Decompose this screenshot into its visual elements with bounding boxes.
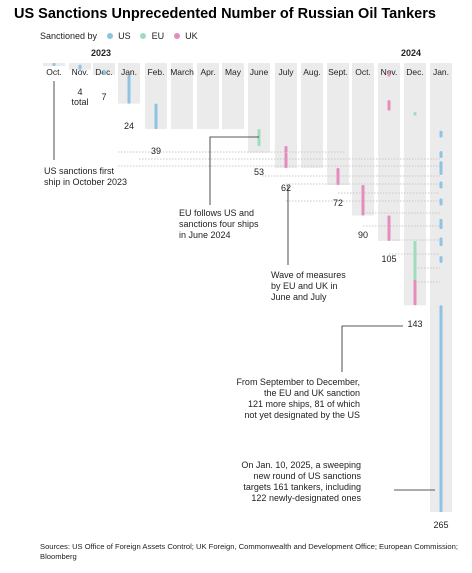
- total-label-1: 4 total: [71, 87, 88, 107]
- legend-label: Sanctioned by: [40, 30, 98, 41]
- total-label-5: 53: [254, 167, 264, 177]
- step-area-12: [352, 63, 374, 216]
- legend-entry-us: US: [118, 30, 131, 41]
- sanction-mark-5: [257, 129, 261, 147]
- annotation-first-ship: US sanctions first ship in October 2023: [44, 166, 127, 187]
- sanction-mark-4: [154, 103, 158, 130]
- legend-entry-uk: UK: [185, 30, 198, 41]
- year-label-2024: 2024: [401, 48, 421, 58]
- annotation-wave: Wave of measures by EU and UK in June and …: [271, 270, 346, 302]
- sanction-mark-17: [439, 130, 443, 138]
- legend-swatch-eu: [140, 32, 147, 39]
- source-note: Sources: US Office of Foreign Assets Con…: [40, 542, 458, 561]
- total-label-3: 24: [124, 121, 134, 131]
- legend-swatch-uk: [173, 32, 180, 39]
- total-label-8: 90: [358, 230, 368, 240]
- month-label-15: Jan.: [433, 67, 449, 77]
- step-area-11: [327, 63, 349, 185]
- month-label-0: Oct.: [46, 67, 62, 77]
- step-area-5: [171, 63, 193, 130]
- sanction-mark-8: [336, 168, 340, 185]
- legend-swatch-us: [106, 32, 113, 39]
- sanction-mark-23: [439, 237, 443, 246]
- month-label-4: Feb.: [147, 67, 164, 77]
- sanction-mark-10: [387, 215, 391, 241]
- step-area-2: [93, 63, 115, 75]
- total-label-6: 62: [281, 183, 291, 193]
- sanction-mark-12: [387, 100, 391, 111]
- sanction-mark-18: [439, 151, 443, 158]
- sanction-mark-20: [439, 181, 443, 189]
- sanction-mark-22: [439, 218, 443, 230]
- total-label-2: 7: [101, 92, 106, 102]
- step-area-9: [275, 63, 297, 169]
- year-label-2023: 2023: [91, 48, 111, 58]
- sanction-mark-21: [439, 198, 443, 206]
- annotation-eu-follows: EU follows US and sanctions four ships in …: [179, 208, 259, 240]
- sanction-mark-15: [413, 112, 417, 116]
- legend: Sanctioned by US EU UK: [40, 30, 198, 41]
- sanction-mark-11: [387, 71, 391, 77]
- month-label-5: March: [170, 67, 194, 77]
- sanction-mark-7: [284, 152, 288, 169]
- step-area-13: [378, 63, 400, 241]
- legend-entry-eu: EU: [151, 30, 165, 41]
- month-label-11: Sept.: [328, 67, 348, 77]
- total-label-11: 265: [433, 520, 448, 530]
- step-area-7: [222, 63, 244, 130]
- chart-title: US Sanctions Unprecedented Number of Rus…: [14, 6, 436, 22]
- step-area-8: [248, 63, 270, 153]
- step-area-15: [430, 63, 452, 512]
- total-label-7: 72: [333, 198, 343, 208]
- step-area-6: [197, 63, 219, 130]
- total-label-10: 143: [407, 319, 422, 329]
- month-label-1: Nov.: [72, 67, 89, 77]
- sanction-mark-6: [284, 146, 288, 153]
- step-area-10: [301, 63, 323, 169]
- annotation-leader-eu: [209, 136, 259, 205]
- sanction-mark-3: [127, 74, 131, 104]
- sanction-mark-1: [78, 64, 82, 70]
- month-label-6: Apr.: [200, 67, 215, 77]
- month-label-12: Oct.: [355, 67, 371, 77]
- sanction-mark-14: [413, 279, 417, 306]
- month-label-9: July: [278, 67, 294, 77]
- month-label-8: June: [250, 67, 269, 77]
- total-label-9: 105: [381, 254, 396, 264]
- sanction-mark-19: [439, 161, 443, 175]
- total-label-4: 39: [151, 146, 161, 156]
- annotation-jan-2025: On Jan. 10, 2025, a sweeping new round of…: [241, 460, 361, 503]
- sanction-mark-2: [102, 69, 106, 75]
- annotation-sept-dec: From September to December, the EU and UK…: [236, 377, 360, 420]
- month-label-3: Jan.: [121, 67, 137, 77]
- month-label-14: Dec.: [406, 67, 423, 77]
- sanction-mark-13: [413, 240, 417, 280]
- sanction-mark-0: [52, 63, 56, 66]
- sanction-mark-24: [439, 256, 443, 263]
- month-label-7: May: [225, 67, 242, 77]
- month-label-10: Aug.: [303, 67, 321, 77]
- sanction-mark-16: [439, 305, 443, 512]
- annotation-leader-sept: [341, 325, 403, 372]
- step-area-4: [145, 63, 167, 130]
- sanction-mark-9: [361, 184, 365, 216]
